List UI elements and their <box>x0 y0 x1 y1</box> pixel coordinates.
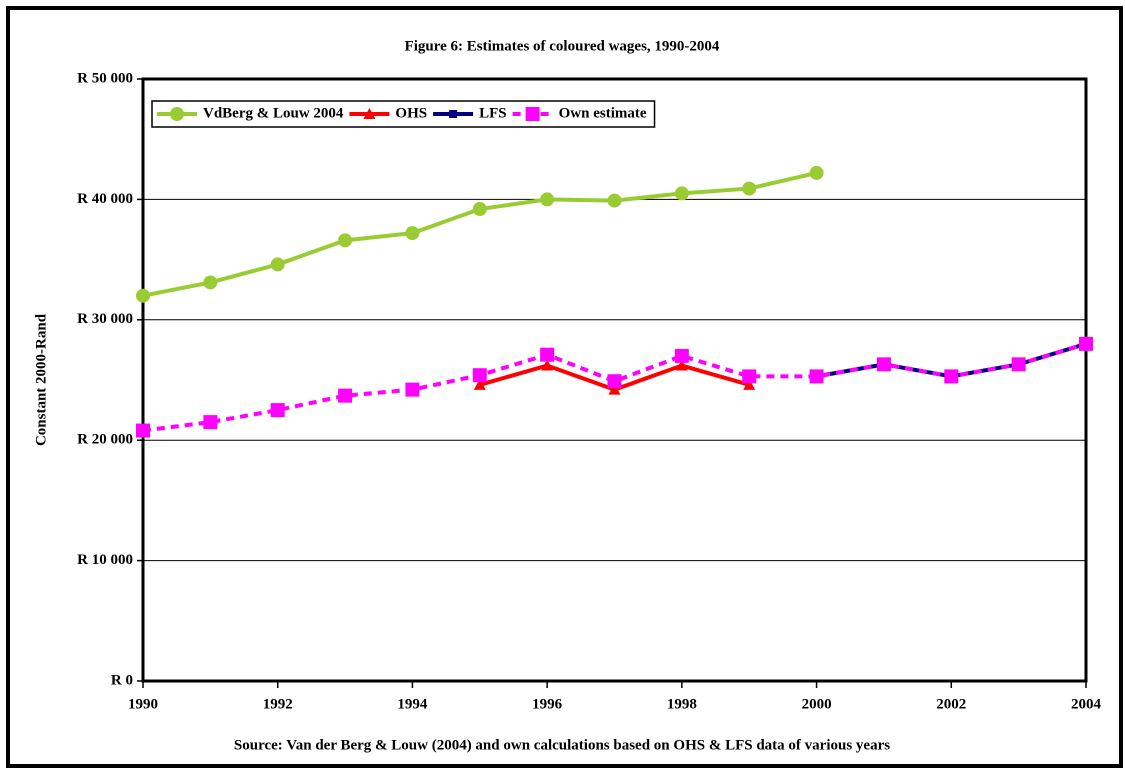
x-tick-label: 2000 <box>802 696 832 712</box>
marker <box>449 110 458 118</box>
marker <box>136 288 150 303</box>
marker <box>809 165 824 180</box>
marker <box>338 388 353 403</box>
marker <box>944 369 959 384</box>
x-tick-label: 2004 <box>1071 696 1102 712</box>
y-tick-label: R 20 000 <box>77 432 133 448</box>
marker <box>742 181 757 196</box>
marker <box>472 368 487 383</box>
marker <box>170 107 184 121</box>
marker <box>608 383 621 395</box>
marker <box>270 403 285 418</box>
marker <box>338 233 353 248</box>
marker <box>540 347 555 362</box>
series-line <box>142 341 1087 433</box>
y-tick-label: R 0 <box>111 672 133 688</box>
x-tick-label: 1996 <box>532 696 563 712</box>
marker <box>809 369 824 384</box>
legend-label: Own estimate <box>559 105 647 121</box>
legend-box <box>151 100 656 128</box>
x-tick-label: 1994 <box>397 696 428 712</box>
marker <box>203 275 218 290</box>
legend-label: VdBerg & Louw 2004 <box>203 105 344 121</box>
marker <box>136 423 150 438</box>
marker <box>607 374 622 389</box>
marker <box>405 382 420 397</box>
marker <box>876 357 891 372</box>
marker <box>674 186 689 201</box>
y-tick-label: R 50 000 <box>77 70 133 86</box>
marker <box>473 378 486 390</box>
x-tick-label: 2002 <box>936 696 966 712</box>
x-tick-label: 1990 <box>128 696 158 712</box>
marker <box>363 108 376 119</box>
marker <box>540 192 555 207</box>
y-axis-label: Constant 2000-Rand <box>33 313 49 446</box>
y-tick-label: R 40 000 <box>77 191 133 207</box>
x-tick-label: 1992 <box>263 696 293 712</box>
marker <box>270 257 285 272</box>
source-note: Source: Van der Berg & Louw (2004) and o… <box>234 737 890 753</box>
marker <box>1079 336 1093 351</box>
x-tick-label: 1998 <box>667 696 697 712</box>
marker <box>1011 357 1026 372</box>
series-line <box>142 170 818 298</box>
y-tick-label: R 30 000 <box>77 311 133 327</box>
marker <box>607 193 622 208</box>
marker <box>472 202 487 217</box>
marker <box>525 107 540 121</box>
y-tick-label: R 10 000 <box>77 552 133 568</box>
marker <box>203 415 218 430</box>
marker <box>675 359 688 371</box>
legend-label: OHS <box>395 105 427 121</box>
marker <box>742 369 757 384</box>
marker <box>541 359 554 371</box>
legend: VdBerg & Louw 2004 OHS LFS Own estimate <box>151 100 656 128</box>
plot-frame <box>141 77 1088 683</box>
marker <box>405 226 420 241</box>
chart-frame <box>6 6 1123 768</box>
marker <box>674 348 689 363</box>
chart-title: Figure 6: Estimates of coloured wages, 1… <box>405 38 720 54</box>
marker <box>743 378 756 390</box>
legend-label: LFS <box>479 105 507 121</box>
